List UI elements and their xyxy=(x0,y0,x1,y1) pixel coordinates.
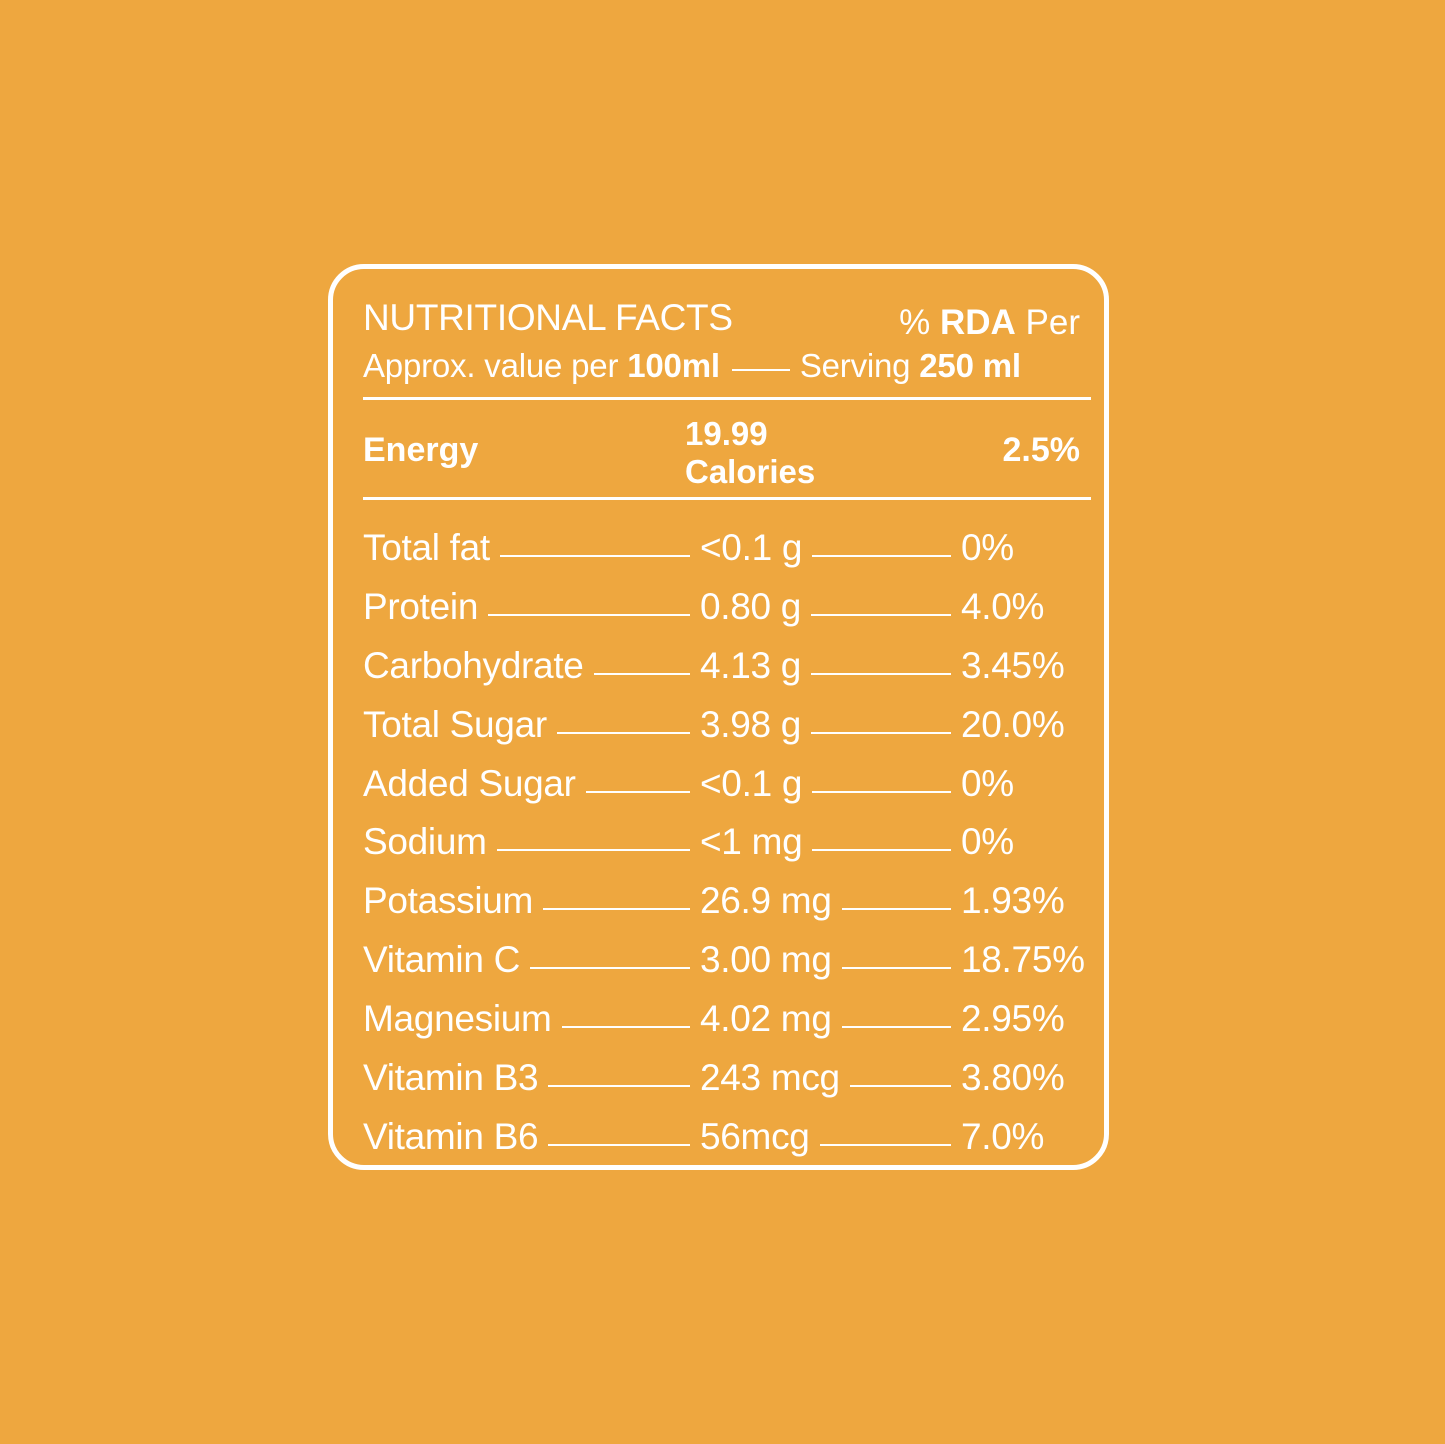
energy-value-unit: Calories xyxy=(685,453,816,490)
rda-header: % RDA Per xyxy=(899,303,1080,343)
energy-value-number: 19.99 xyxy=(685,415,768,452)
nutrient-rda: 1.93% xyxy=(961,880,1065,922)
nutrient-name: Vitamin C xyxy=(363,939,521,981)
nutrient-name: Vitamin B3 xyxy=(363,1057,539,1099)
nutrient-row: Vitamin C 3.00 mg 18.75% xyxy=(363,939,1123,998)
nutrient-name: Magnesium xyxy=(363,998,552,1040)
leader-line xyxy=(811,672,951,675)
nutrient-name: Potassium xyxy=(363,880,534,922)
nutrient-name: Added Sugar xyxy=(363,762,576,804)
approx-bold: 100ml xyxy=(627,347,720,384)
nutrient-list: Total fat <0.1 g 0% Protein 0.80 g 4.0% Carboh… xyxy=(363,527,1123,1175)
nutrient-rda: 20.0% xyxy=(961,703,1065,745)
nutrient-row: Added Sugar <0.1 g 0% xyxy=(363,763,1123,822)
leader-line xyxy=(842,1026,951,1029)
energy-label: Energy xyxy=(363,431,479,469)
approx-line: Approx. value per 100ml Serving 250 ml xyxy=(363,347,1021,385)
nutrient-row: Sodium <1 mg 0% xyxy=(363,821,1123,880)
leader-line xyxy=(500,555,690,557)
leader-line xyxy=(562,1026,690,1029)
nutrient-row: Total Sugar 3.98 g 20.0% xyxy=(363,704,1123,763)
leader-line xyxy=(811,613,951,616)
rda-suffix: Per xyxy=(1025,303,1080,342)
leader-line xyxy=(543,908,690,911)
nutrient-rda: 0% xyxy=(961,821,1014,863)
serving-prefix: Serving xyxy=(799,347,911,384)
nutrient-row: Total fat <0.1 g 0% xyxy=(363,527,1123,586)
nutrient-rda: 4.0% xyxy=(961,585,1045,627)
nutrient-amount: <0.1 g xyxy=(700,762,803,804)
approx-prefix: Approx. value per xyxy=(363,347,619,384)
leader-line xyxy=(842,967,951,970)
nutrient-rda: 2.95% xyxy=(961,998,1065,1040)
leader-line xyxy=(820,1143,951,1146)
nutrient-amount: 4.02 mg xyxy=(700,998,832,1040)
nutrient-row: Magnesium 4.02 mg 2.95% xyxy=(363,998,1123,1057)
nutrient-name: Protein xyxy=(363,585,479,627)
nutrient-amount: 0.80 g xyxy=(700,585,802,627)
leader-line xyxy=(812,849,951,852)
energy-value: 19.99 Calories xyxy=(685,415,885,491)
approx-dash xyxy=(731,369,790,372)
nutrient-amount: 243 mcg xyxy=(700,1057,840,1099)
nutrient-name: Total fat xyxy=(363,527,490,568)
nutrient-name: Vitamin B6 xyxy=(363,1115,539,1157)
nutrient-row: Vitamin B3 243 mcg 3.80% xyxy=(363,1057,1123,1116)
nutrient-amount: <1 mg xyxy=(700,821,803,863)
nutrient-name: Total Sugar xyxy=(363,703,547,745)
nutrient-amount: 26.9 mg xyxy=(700,880,832,922)
panel-title: NUTRITIONAL FACTS xyxy=(363,297,733,338)
nutrient-amount: 56mcg xyxy=(700,1115,810,1157)
nutrient-rda: 0% xyxy=(961,762,1014,804)
leader-line xyxy=(850,1085,951,1088)
leader-line xyxy=(488,613,690,616)
nutrient-row: Potassium 26.9 mg 1.93% xyxy=(363,880,1123,939)
leader-line xyxy=(812,790,951,793)
leader-line xyxy=(842,908,951,911)
rda-prefix: % xyxy=(899,303,931,342)
divider-top xyxy=(363,397,1091,400)
leader-line xyxy=(548,1085,690,1088)
leader-line xyxy=(557,731,690,734)
nutrient-amount: 3.00 mg xyxy=(700,939,832,981)
nutrient-rda: 7.0% xyxy=(961,1115,1045,1157)
nutrient-name: Sodium xyxy=(363,821,487,863)
nutrient-amount: 4.13 g xyxy=(700,644,802,686)
nutrient-rda: 3.80% xyxy=(961,1057,1065,1099)
leader-line xyxy=(548,1143,690,1146)
leader-line xyxy=(497,849,690,852)
nutrient-row: Vitamin B6 56mcg 7.0% xyxy=(363,1116,1123,1175)
leader-line xyxy=(811,731,951,734)
nutrient-amount: <0.1 g xyxy=(700,527,803,568)
leader-line xyxy=(594,672,690,675)
divider-bottom xyxy=(363,497,1091,500)
nutrition-facts-panel: NUTRITIONAL FACTS % RDA Per Approx. valu… xyxy=(328,264,1109,1170)
leader-line xyxy=(812,555,951,557)
rda-bold: RDA xyxy=(939,303,1016,342)
nutrient-rda: 0% xyxy=(961,527,1014,568)
nutrient-row: Protein 0.80 g 4.0% xyxy=(363,586,1123,645)
nutrient-row: Carbohydrate 4.13 g 3.45% xyxy=(363,645,1123,704)
nutrient-name: Carbohydrate xyxy=(363,644,584,686)
energy-rda: 2.5% xyxy=(1002,431,1081,469)
nutrient-rda: 18.75% xyxy=(961,939,1085,981)
nutrient-rda: 3.45% xyxy=(961,644,1065,686)
serving-bold: 250 ml xyxy=(919,347,1021,384)
leader-line xyxy=(586,790,690,793)
nutrient-amount: 3.98 g xyxy=(700,703,802,745)
leader-line xyxy=(530,967,690,970)
